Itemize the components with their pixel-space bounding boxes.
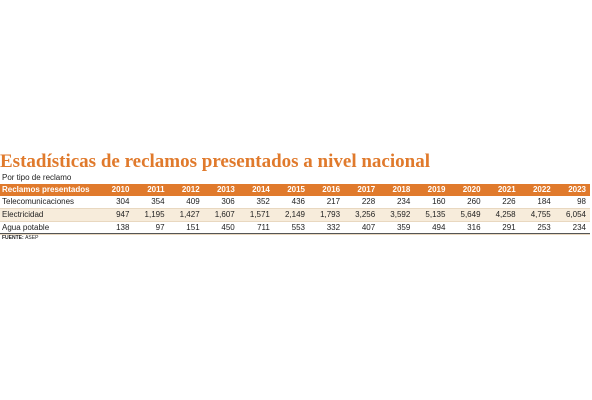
header-year: 2015 — [287, 185, 305, 194]
table-header-row: Reclamos presentados 2010 2011 2012 2013 2014… — [0, 184, 590, 196]
header-year: 2021 — [497, 185, 516, 194]
table-row: Telecomunicaciones 304 354 409 306 352 436 217 2… — [0, 196, 590, 209]
table-cell: 4,258 — [495, 210, 516, 219]
row-label: Telecomunicaciones — [2, 197, 75, 206]
header-year: 2022 — [532, 185, 551, 194]
table-cell: 947 — [116, 210, 130, 219]
chart-title: Estadísticas de reclamos presentados a n… — [0, 151, 430, 172]
table-cell: 6,054 — [565, 210, 586, 219]
table-cell: 5,135 — [425, 210, 446, 219]
table-cell: 217 — [326, 197, 341, 206]
table-cell: 138 — [116, 223, 130, 232]
table-cell: 407 — [361, 223, 376, 232]
table-cell: 316 — [467, 223, 481, 232]
table-cell: 1,195 — [144, 210, 165, 219]
table-cell: 1,793 — [320, 210, 341, 219]
row-label: Electricidad — [2, 210, 44, 219]
table-cell: 5,649 — [460, 210, 481, 219]
table-cell: 97 — [155, 223, 165, 232]
table-cell: 234 — [396, 197, 411, 206]
table-cell: 450 — [221, 223, 235, 232]
table-cell: 1,607 — [214, 210, 235, 219]
table-cell: 234 — [572, 223, 586, 232]
table-cell: 711 — [257, 223, 270, 232]
header-year: 2019 — [427, 185, 446, 194]
table-cell: 151 — [186, 223, 200, 232]
table-bottom-rule — [0, 233, 590, 234]
table-cell: 1,427 — [179, 210, 200, 219]
table-cell: 409 — [186, 197, 200, 206]
chart-subtitle: Por tipo de reclamo — [2, 173, 72, 182]
table-cell: 354 — [151, 197, 165, 206]
source-label: FUENTE: — [2, 235, 24, 241]
table-cell: 4,755 — [530, 210, 551, 219]
header-year: 2020 — [462, 185, 481, 194]
header-year: 2017 — [357, 185, 376, 194]
table-cell: 2,149 — [284, 210, 305, 219]
header-year: 2010 — [111, 185, 130, 194]
table-cell: 228 — [361, 197, 376, 206]
table-cell: 260 — [467, 197, 481, 206]
table-cell: 184 — [537, 197, 551, 206]
row-label: Agua potable — [2, 223, 50, 232]
table-cell: 253 — [537, 223, 551, 232]
table-cell: 352 — [256, 197, 270, 206]
source-value: ASEP — [25, 235, 39, 241]
header-year: 2013 — [216, 185, 235, 194]
table-cell: 98 — [577, 197, 586, 206]
header-year: 2018 — [392, 185, 411, 194]
table-cell: 436 — [291, 197, 305, 206]
header-year: 2012 — [181, 185, 200, 194]
header-year: 2023 — [568, 185, 586, 194]
table-cell: 359 — [396, 223, 411, 232]
table-cell: 226 — [502, 197, 516, 206]
table-row: Electricidad 947 1,195 1,427 1,607 1,571 2,149… — [0, 208, 590, 222]
table-cell: 291 — [502, 223, 516, 232]
table-cell: 160 — [432, 197, 446, 206]
table-row: Agua potable 138 97 151 450 711 553 332 407 359 49… — [0, 222, 590, 235]
header-year: 2014 — [252, 185, 270, 194]
header-year: 2011 — [147, 185, 165, 194]
table-body: Telecomunicaciones 304 354 409 306 352 436 217 2… — [0, 196, 590, 235]
table-cell: 332 — [326, 223, 341, 232]
table-cell: 1,571 — [249, 210, 270, 219]
header-year: 2016 — [322, 185, 341, 194]
source-note: FUENTE: ASEP — [2, 235, 38, 242]
table-cell: 3,592 — [390, 210, 411, 219]
table-cell: 494 — [432, 223, 446, 232]
header-label: Reclamos presentados — [2, 185, 90, 194]
table-cell: 304 — [116, 197, 130, 206]
claims-table: Reclamos presentados 2010 2011 2012 2013 2014… — [0, 184, 590, 235]
table-cell: 306 — [221, 197, 235, 206]
table-cell: 3,256 — [355, 210, 376, 219]
table-cell: 553 — [291, 223, 305, 232]
